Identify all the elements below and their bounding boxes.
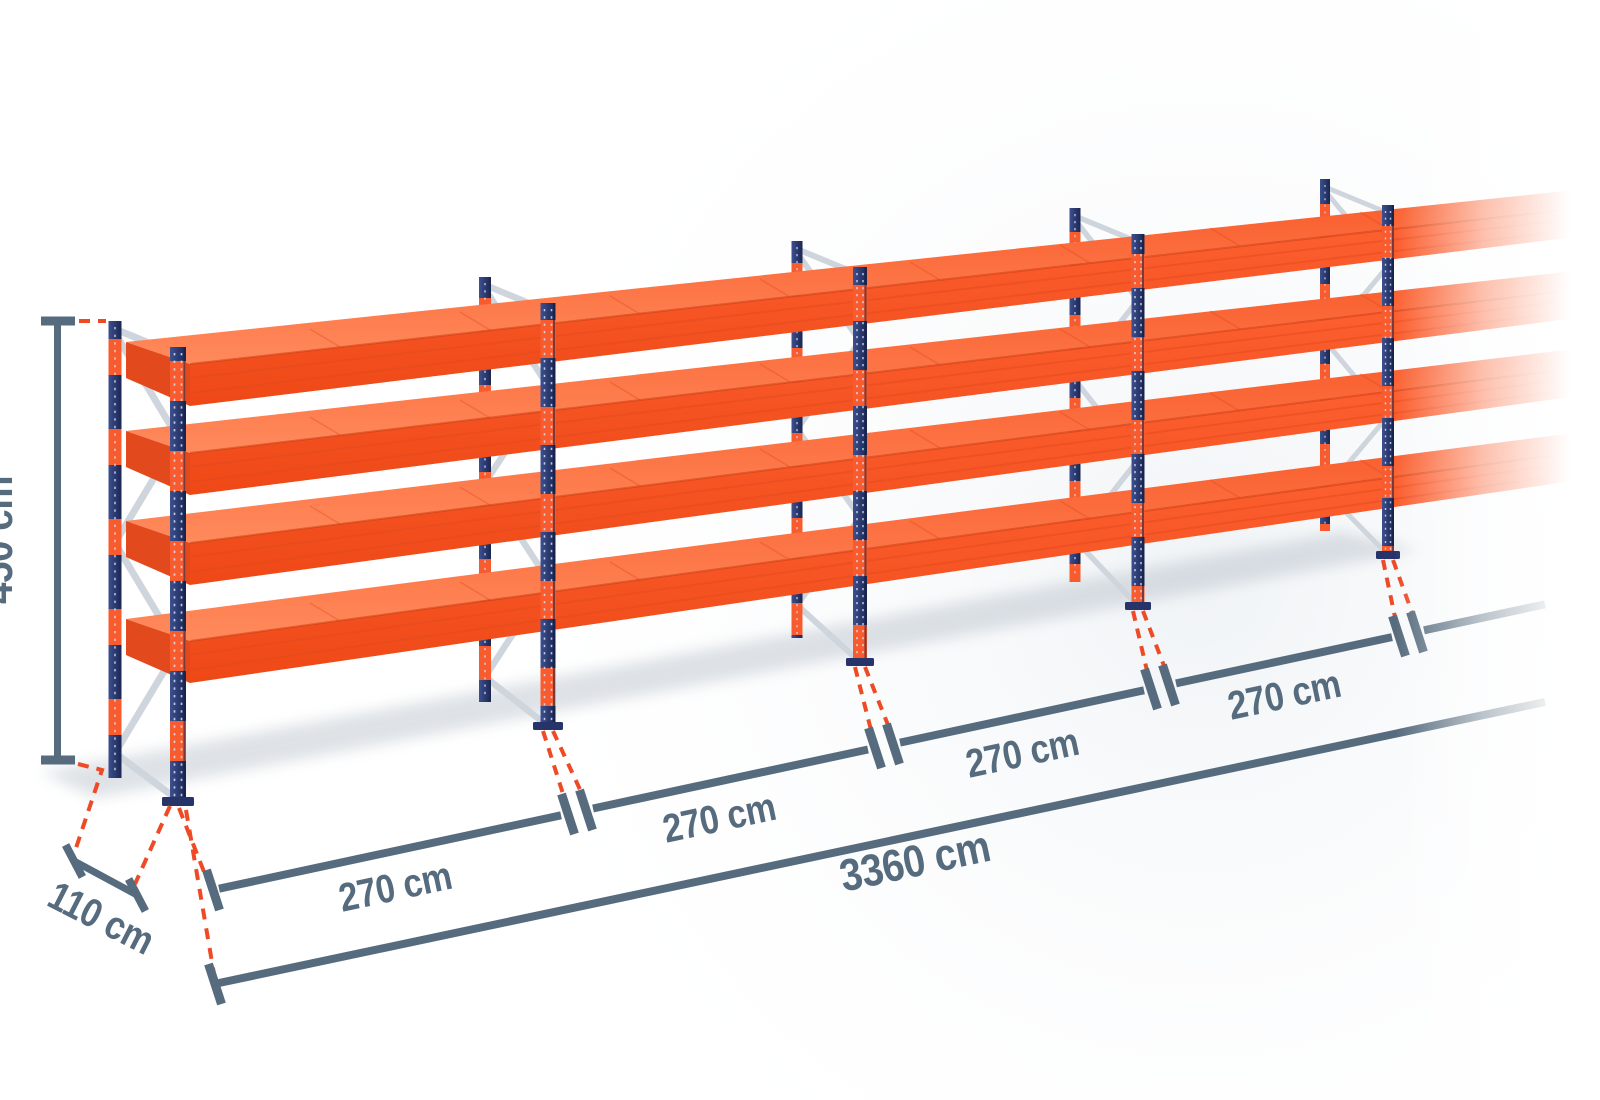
depth-dimension-tick — [125, 877, 149, 913]
base-plate — [533, 722, 563, 730]
shelf-front-top-edge — [189, 205, 1600, 365]
rack-floor-shadow — [40, 532, 1420, 798]
rear-upright — [1320, 179, 1330, 531]
base-plate — [162, 797, 194, 806]
total-length-dimension — [204, 698, 1546, 1006]
frame-tie-beam — [1322, 184, 1391, 216]
leader-dash — [133, 805, 172, 885]
depth-dimension-line — [72, 857, 139, 899]
frame-diagonal-braces — [110, 329, 183, 804]
shelf-panel-seams — [309, 293, 1391, 436]
rack-front-uprights — [162, 205, 1400, 806]
total-length-line — [218, 698, 1546, 987]
shelf-panel-seams — [309, 211, 1391, 348]
shelf-front-grooves — [189, 374, 1600, 573]
shelf-front-grooves — [189, 215, 1600, 394]
bay-segment-line-1 — [218, 811, 562, 893]
shelf-front-top-edge — [189, 448, 1600, 642]
leader-dash — [1131, 610, 1150, 676]
bay-chain-start-tick — [202, 868, 224, 912]
bay-chain-double-tick — [575, 788, 597, 832]
bay-chain-double-tick — [557, 792, 579, 836]
leader-dash — [541, 730, 567, 801]
bay-segment-line-4 — [1175, 633, 1393, 688]
leader-dash — [863, 666, 892, 731]
front-upright-3 — [846, 267, 874, 666]
base-plate — [846, 658, 874, 666]
leader-dash — [184, 809, 216, 975]
leader-dash — [551, 730, 585, 797]
base-plate — [1125, 602, 1151, 610]
bay-chain-double-tick — [1140, 667, 1162, 711]
shelf-panel-seams — [309, 373, 1391, 525]
fade-out-overlay — [1390, 0, 1600, 1100]
height-dimension — [41, 316, 75, 765]
leader-dash — [177, 807, 210, 883]
bay-segment-line-2 — [592, 745, 869, 813]
front-upright-4 — [1125, 234, 1151, 610]
height-dimension-label: 450 cm — [0, 476, 22, 604]
total-length-start-tick — [204, 962, 226, 1006]
bay-segment-line-3 — [899, 686, 1145, 747]
bay-chain-double-tick — [1158, 663, 1180, 707]
depth-dimension-tick — [62, 843, 86, 879]
bay-chain-double-tick — [882, 722, 904, 766]
leader-dash — [853, 666, 874, 735]
shelf-front-grooves — [189, 458, 1600, 671]
leader-lines — [74, 319, 1416, 975]
bay-chain-double-tick — [864, 726, 886, 770]
shelf-front-grooves — [189, 296, 1600, 483]
shelf-front-top-edge — [189, 286, 1600, 454]
front-upright-2 — [533, 303, 563, 730]
shelf-panel-seams — [309, 459, 1391, 622]
front-upright-1 — [162, 347, 194, 806]
shelf-front-top-edge — [189, 364, 1600, 544]
rear-upright — [1069, 208, 1081, 582]
leader-dash — [74, 762, 105, 849]
depth-dimension — [62, 843, 149, 913]
